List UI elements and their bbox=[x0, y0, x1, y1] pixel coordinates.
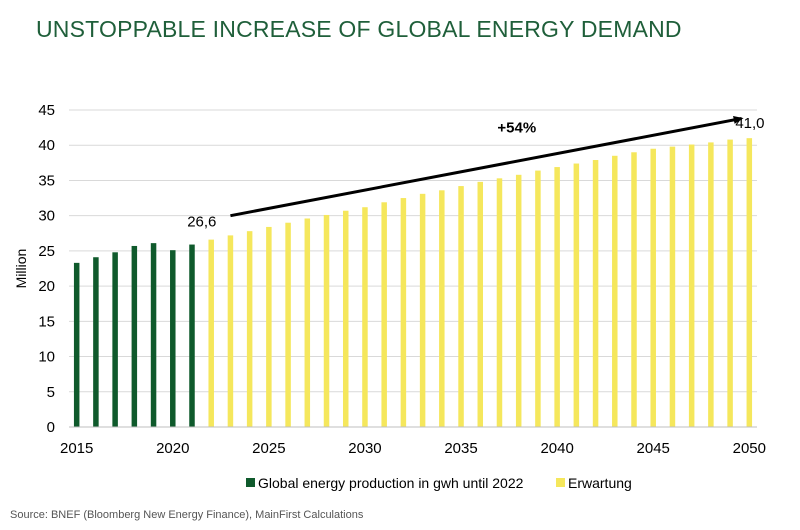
bar bbox=[323, 214, 330, 427]
x-tick-label: 2045 bbox=[637, 440, 670, 457]
x-tick-label: 2035 bbox=[444, 440, 477, 457]
source-note: Source: BNEF (Bloomberg New Energy Finan… bbox=[10, 509, 364, 521]
bar bbox=[362, 207, 368, 427]
legend-label-actual: Global energy production in gwh until 20… bbox=[258, 475, 524, 491]
bar bbox=[266, 226, 272, 427]
legend-swatch-forecast bbox=[556, 478, 565, 487]
bar bbox=[669, 146, 676, 427]
bar bbox=[477, 181, 484, 427]
change-percent-label: +54% bbox=[497, 120, 536, 137]
bar bbox=[554, 167, 560, 427]
x-tick-label: 2015 bbox=[60, 440, 93, 457]
y-tick-label: 5 bbox=[47, 384, 55, 401]
bar bbox=[573, 163, 580, 427]
y-tick-label: 35 bbox=[38, 172, 55, 189]
bar bbox=[227, 235, 234, 427]
trend-arrow-line bbox=[230, 116, 744, 218]
bar bbox=[73, 262, 80, 427]
bar bbox=[400, 198, 407, 427]
bar bbox=[150, 243, 157, 427]
y-tick-label: 45 bbox=[38, 102, 55, 119]
end-value-label: 41,0 bbox=[735, 115, 764, 132]
x-tick-label: 2040 bbox=[540, 440, 573, 457]
bar bbox=[112, 252, 118, 427]
bar bbox=[208, 239, 214, 427]
y-tick-label: 20 bbox=[38, 278, 55, 295]
grid-lines bbox=[69, 109, 757, 393]
bar bbox=[650, 148, 656, 427]
y-tick-label: 0 bbox=[47, 419, 55, 436]
y-tick-label: 25 bbox=[38, 243, 55, 260]
bar bbox=[631, 152, 637, 427]
bar bbox=[419, 193, 426, 427]
y-tick-label: 10 bbox=[38, 349, 55, 366]
legend: Global energy production in gwh until 20… bbox=[246, 475, 632, 491]
bar bbox=[515, 174, 522, 427]
y-axis-ticks: 0 5 10 15 20 25 30 35 40 45 bbox=[38, 102, 55, 436]
bar bbox=[381, 202, 387, 427]
x-tick-label: 2020 bbox=[156, 440, 189, 457]
bar bbox=[688, 144, 695, 428]
legend-swatch-actual bbox=[246, 478, 255, 487]
x-tick-label: 2030 bbox=[348, 440, 381, 457]
bar bbox=[592, 160, 599, 427]
bar bbox=[496, 178, 503, 427]
bar bbox=[189, 244, 195, 427]
bar bbox=[342, 210, 349, 427]
bar bbox=[285, 222, 291, 427]
start-value-label: 26,6 bbox=[187, 214, 216, 231]
bar bbox=[93, 257, 99, 427]
x-tick-label: 2050 bbox=[733, 440, 766, 457]
bar bbox=[727, 139, 733, 427]
bar bbox=[458, 186, 464, 427]
trend-arrow bbox=[230, 116, 744, 218]
y-tick-label: 30 bbox=[38, 208, 55, 225]
x-tick-label: 2025 bbox=[252, 440, 285, 457]
y-axis-label: Million bbox=[13, 249, 29, 289]
bar bbox=[535, 170, 541, 428]
bar bbox=[131, 245, 138, 427]
y-tick-label: 40 bbox=[38, 137, 55, 154]
bar bbox=[304, 218, 311, 427]
bar bbox=[708, 142, 714, 427]
bar bbox=[612, 155, 618, 428]
bar bbox=[246, 231, 253, 427]
bar bbox=[170, 250, 176, 427]
x-axis-ticks: 2015 2020 2025 2030 2035 2040 2045 2050 bbox=[60, 440, 766, 457]
y-tick-label: 15 bbox=[38, 313, 55, 330]
chart-title: UNSTOPPABLE INCREASE OF GLOBAL ENERGY DE… bbox=[36, 16, 682, 42]
bars bbox=[73, 138, 753, 428]
bar bbox=[439, 190, 445, 427]
legend-label-forecast: Erwartung bbox=[568, 475, 632, 491]
bar bbox=[746, 138, 753, 427]
